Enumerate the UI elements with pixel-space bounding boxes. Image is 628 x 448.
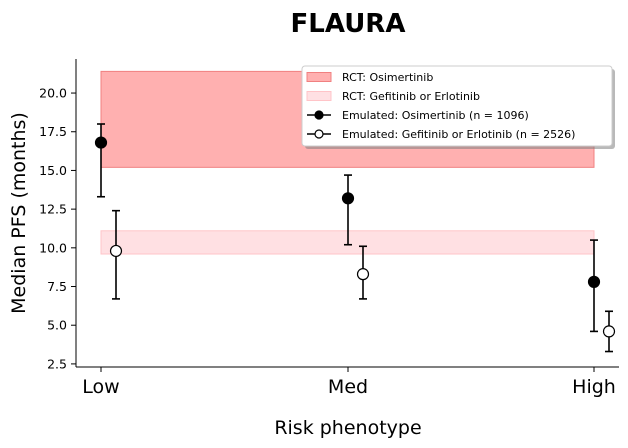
y-tick-label: 20.0 — [39, 86, 67, 101]
data-point — [341, 192, 355, 205]
y-tick-label: 15.0 — [39, 163, 67, 178]
legend-label: Emulated: Osimertinib (n = 1096) — [342, 109, 529, 122]
legend: RCT: Osimertinib RCT: Gefitinib or Erloti… — [301, 65, 615, 149]
y-axis-label: Median PFS (months) — [8, 112, 30, 314]
series-1 — [94, 123, 601, 333]
x-tick-label: High — [572, 376, 616, 398]
x-axis-label: Risk phenotype — [274, 417, 421, 439]
legend-swatch — [306, 72, 332, 82]
legend-label: Emulated: Gefitinib or Erlotinib (n = 25… — [342, 128, 575, 141]
data-point — [109, 244, 123, 258]
x-tick-label: Low — [82, 376, 119, 398]
y-tick-label: 12.5 — [39, 202, 67, 217]
series-2 — [109, 209, 616, 353]
data-point — [602, 325, 616, 338]
legend-marker — [314, 110, 324, 120]
y-tick-label: 2.5 — [47, 356, 67, 371]
y-tick-label: 17.5 — [39, 124, 67, 139]
y-tick-label: 7.5 — [47, 279, 67, 294]
legend-frame — [301, 65, 613, 147]
data-point — [356, 268, 370, 281]
legend-label: RCT: Gefitinib or Erlotinib — [342, 90, 480, 103]
chart-title: FLAURA — [291, 9, 406, 39]
legend-marker — [314, 129, 324, 139]
series — [94, 123, 616, 353]
x-tick-label: Med — [328, 376, 368, 398]
legend-swatch — [306, 91, 332, 101]
legend-label: RCT: Osimertinib — [342, 71, 433, 84]
y-ticks: 2.5 5.0 7.5 10.0 12.5 15.0 17.5 20.0 — [39, 86, 76, 371]
data-point — [587, 275, 601, 288]
y-tick-label: 5.0 — [47, 318, 67, 333]
y-tick-label: 10.0 — [39, 240, 67, 255]
x-ticks: Low Med High — [82, 367, 616, 398]
data-point — [94, 136, 108, 149]
